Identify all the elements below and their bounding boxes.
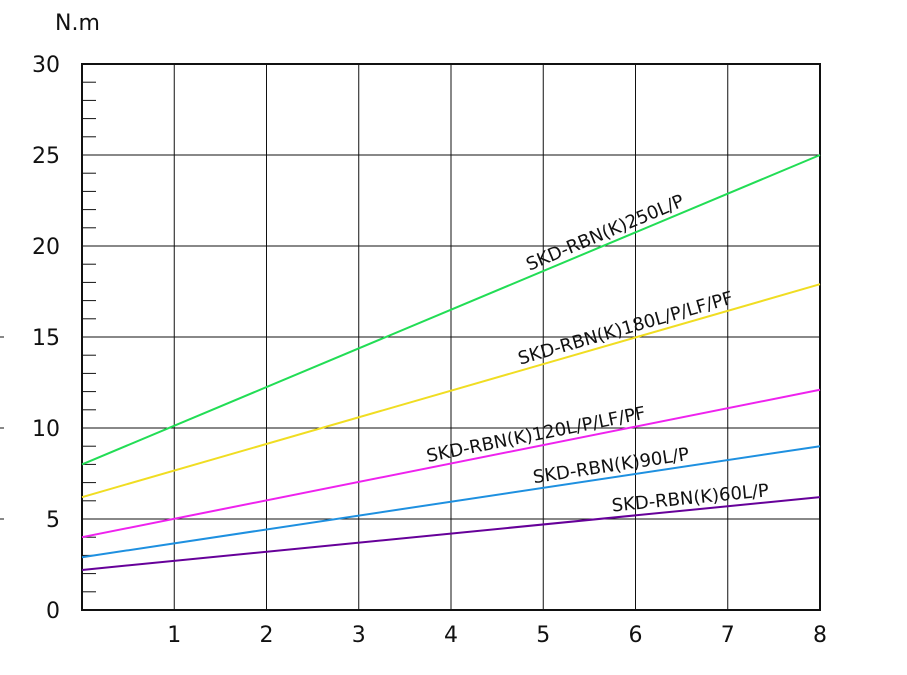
x-tick-label: 5	[536, 623, 550, 648]
series-line	[81, 283, 821, 499]
series-label: SKD-RBN(K)60L/P	[611, 480, 770, 516]
x-tick-label: 4	[444, 623, 458, 648]
series-label: SKD-RBN(K)250L/P	[523, 191, 687, 276]
y-tick-label: 15	[32, 326, 60, 351]
series-label: SKD-RBN(K)90L/P	[532, 444, 691, 488]
x-tick-labels: 1 2 3 4 5 6 7 8	[167, 623, 827, 648]
x-tick-label: 2	[260, 623, 274, 648]
y-tick-labels: 0 5 10 15 20 25 30	[32, 53, 60, 624]
y-tick-label: 0	[46, 599, 60, 624]
series-label: SKD-RBN(K)180L/P/LF/PF	[516, 288, 736, 370]
grid	[81, 63, 821, 611]
series-line	[81, 388, 821, 539]
plot-frame	[81, 63, 821, 611]
series-lines	[81, 154, 821, 571]
x-tick-label: 3	[352, 623, 366, 648]
x-tick-label: 1	[167, 623, 181, 648]
y-tick-label: 10	[32, 417, 60, 442]
minor-ticks	[0, 81, 96, 593]
y-tick-label: 25	[32, 144, 60, 169]
x-tick-label: 6	[629, 623, 643, 648]
y-tick-label: 5	[46, 508, 60, 533]
series-labels: SKD-RBN(K)250L/P SKD-RBN(K)180L/P/LF/PF SK…	[425, 191, 770, 517]
y-tick-label: 30	[32, 53, 60, 78]
x-tick-label: 7	[721, 623, 735, 648]
series-line	[81, 154, 821, 466]
series-line	[81, 445, 821, 559]
x-tick-label: 8	[813, 623, 827, 648]
y-axis-unit: N.m	[55, 11, 100, 36]
y-tick-label: 20	[32, 235, 60, 260]
series-line	[81, 496, 821, 571]
